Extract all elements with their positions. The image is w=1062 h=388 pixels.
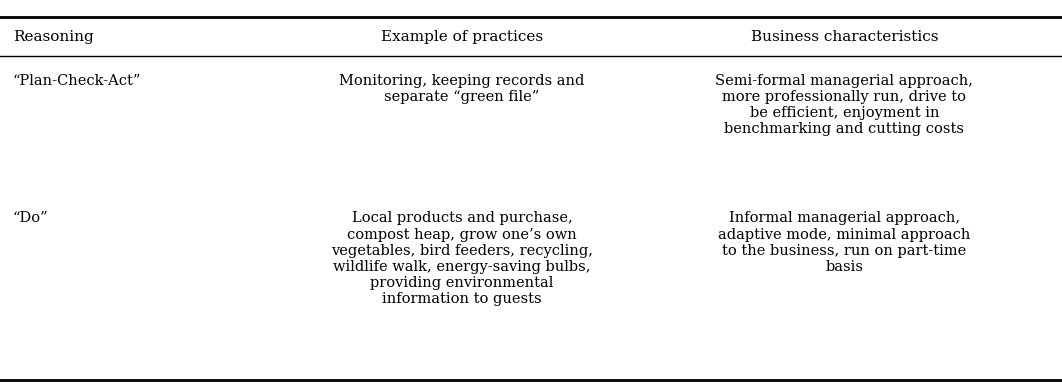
Text: Informal managerial approach,
adaptive mode, minimal approach
to the business, r: Informal managerial approach, adaptive m… xyxy=(718,211,971,274)
Text: Monitoring, keeping records and
separate “green file”: Monitoring, keeping records and separate… xyxy=(339,74,585,104)
Text: “Do”: “Do” xyxy=(13,211,49,225)
Text: “Plan-Check-Act”: “Plan-Check-Act” xyxy=(13,74,141,88)
Text: Local products and purchase,
compost heap, grow one’s own
vegetables, bird feede: Local products and purchase, compost hea… xyxy=(331,211,593,307)
Text: Semi-formal managerial approach,
more professionally run, drive to
be efficient,: Semi-formal managerial approach, more pr… xyxy=(716,74,973,136)
Text: Example of practices: Example of practices xyxy=(381,30,543,44)
Text: Reasoning: Reasoning xyxy=(13,30,93,44)
Text: Business characteristics: Business characteristics xyxy=(751,30,938,44)
